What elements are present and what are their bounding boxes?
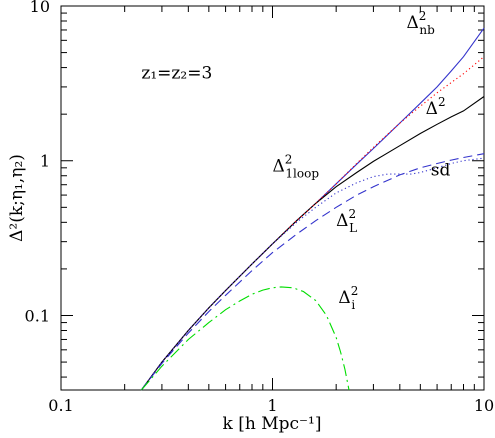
plot-frame [60,5,485,391]
annotation-lin: Δ2 L [336,207,357,235]
annotation-oneloop: Δ2 1loop [273,153,320,181]
series-lin-line [140,153,485,391]
y-axis-title: Δ²(k;η₁,η₂) [7,154,27,242]
series-sd-line [140,157,485,391]
annotation-i: Δ2 i [338,284,358,312]
x-tick-label: 0.1 [48,396,73,415]
annotation-sd: sd [431,161,451,181]
x-tick-label: 1 [267,396,277,415]
y-tick-label: 0.1 [25,306,50,325]
series-full-line [140,96,485,391]
axis-ticks [60,5,485,390]
y-tick-label: 10 [30,0,50,16]
annotations: z₁=z₂=3 Δ2 nb Δ2 Δ2 1loop sd Δ2 L Δ2 i [141,9,450,312]
y-tick-label: 1 [40,152,50,171]
x-tick-label: 10 [474,396,494,415]
annotation-z: z₁=z₂=3 [141,64,212,84]
chart-series [140,27,485,391]
annotation-nb: Δ2 nb [406,9,435,37]
annotation-full: Δ2 [426,95,446,119]
x-axis-title: k [h Mpc⁻¹] [223,414,322,434]
tick-labels: 0.1 1 10 0.1 1 10 [25,0,495,415]
series-i-line [140,286,350,391]
